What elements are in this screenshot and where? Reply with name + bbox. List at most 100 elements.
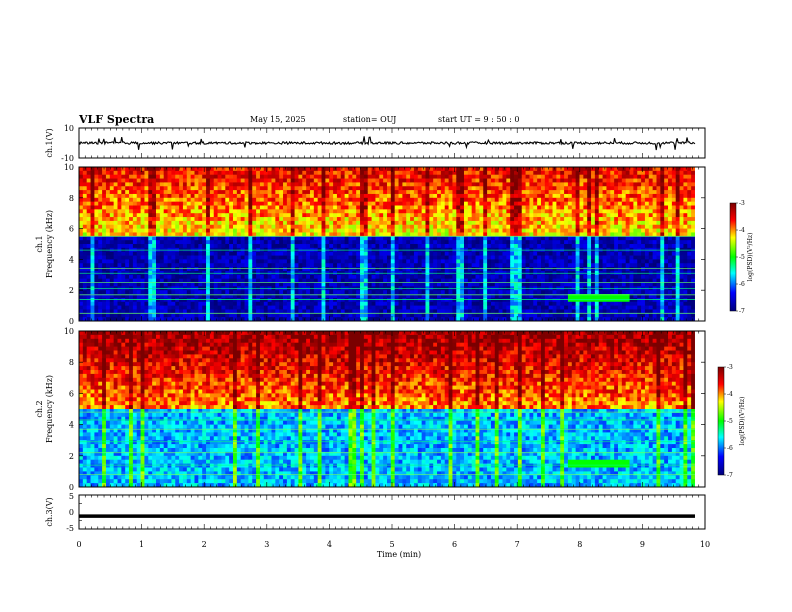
ch1-spectrogram-cell — [259, 297, 265, 303]
ch1-spectrogram-cell — [383, 197, 388, 203]
ch1-spectrogram-cell — [371, 290, 376, 295]
ch1-spectrogram-cell — [456, 290, 461, 295]
ch1-spectrogram-cell — [552, 205, 557, 210]
ch1-spectrogram-cell — [348, 217, 353, 222]
ch1-spectrogram-cell — [283, 267, 288, 272]
ch1-spectrogram-cell — [540, 224, 546, 229]
ch1-spectrogram-cell — [386, 220, 392, 226]
ch1-spectrogram-cell — [267, 232, 272, 237]
ch1-spectrogram-cell — [421, 294, 426, 299]
ch1-spectrogram-cell — [348, 313, 353, 318]
ch1-spectrogram-cell — [290, 186, 295, 191]
ch1-spectrogram-cell — [298, 267, 303, 272]
ch1-spectrogram-cell — [544, 251, 550, 256]
ch1-spectrogram-cell — [525, 182, 530, 187]
ch1-spectrogram-cell — [425, 278, 430, 283]
ch1-spectrogram-cell — [517, 255, 523, 260]
ch1-spectrogram-cell — [479, 282, 484, 287]
ch1-spectrogram-cell — [240, 290, 245, 295]
ch1-spectrogram-cell — [456, 190, 461, 195]
ch1-spectrogram-cell — [267, 220, 272, 226]
ch1-spectrogram-cell — [440, 236, 446, 241]
ch1-spectrogram-cell — [437, 274, 442, 280]
ch1-spectrogram-cell — [290, 220, 295, 226]
ch1-spectrogram-cell — [444, 274, 449, 280]
ch1-spectrogram-cell — [444, 294, 449, 299]
ch1-spectrogram-cell — [483, 244, 488, 249]
ch1-spectrogram-cell — [379, 240, 384, 245]
ch1-spectrogram-cell — [487, 186, 492, 191]
ch1-spectrogram-cell — [229, 309, 234, 314]
ch1-spectrogram-cell — [475, 186, 480, 191]
ch1-spectrogram-cell — [448, 201, 453, 206]
ch1-spectrogram-cell — [425, 267, 430, 272]
ch1-spectrogram-cell — [413, 309, 419, 314]
ch1-spectrogram-cell — [129, 209, 134, 214]
ch1-spectrogram-cell — [306, 290, 311, 295]
ch1-spectrogram-cell — [79, 209, 84, 214]
ch1-spectrogram-cell — [294, 274, 299, 280]
ch1-spectrogram-cell — [306, 263, 311, 268]
ch1-spectrogram-cell — [487, 182, 492, 187]
ch1-spectrogram-cell — [386, 217, 392, 222]
ch1-spectrogram-cell — [479, 193, 484, 199]
ch1-spectrogram-cell — [379, 217, 384, 222]
ch1-spectrogram-cell — [90, 255, 95, 260]
ch1-spectrogram-cell — [413, 209, 419, 214]
ch1-spectrogram-cell — [552, 174, 557, 179]
ch1-spectrogram-cell — [309, 193, 315, 199]
ch1-spectrogram-cell — [529, 255, 534, 260]
ch1-spectrogram-cell — [148, 205, 153, 210]
ch1-spectrogram-cell — [425, 224, 430, 229]
ch1-spectrogram-cell — [463, 170, 469, 176]
ch1-spectrogram-cell — [367, 305, 372, 310]
ch1-spectrogram-cell — [309, 201, 315, 206]
ch1-spectrogram-cell — [283, 170, 288, 176]
ch1-spectrogram-cell — [206, 274, 211, 280]
ch1-spectrogram-cell — [121, 274, 126, 280]
ch1-spectrogram-cell — [298, 294, 303, 299]
ch1-spectrogram-cell — [410, 259, 415, 264]
ch1-spectrogram-cell — [229, 201, 234, 206]
ch1-spectrogram-cell — [379, 201, 384, 206]
ch1-spectrogram-cell — [398, 182, 403, 187]
ch1-spectrogram-cell — [471, 290, 476, 295]
ch1-spectrogram-cell — [421, 232, 426, 237]
ch1-spectrogram-cell — [79, 294, 84, 299]
ch1-spectrogram-cell — [517, 167, 523, 172]
ch1-spectrogram-cell — [344, 170, 349, 176]
ch1-spectrogram-cell — [90, 182, 95, 187]
ch1-spectrogram-cell — [398, 294, 403, 299]
ch1-spectrogram-cell — [440, 309, 446, 314]
ch1-spectrogram-cell — [336, 259, 342, 264]
ch1-spectrogram-cell — [82, 282, 88, 287]
ch1-spectrogram-cell — [479, 190, 484, 195]
ch1-spectrogram-cell — [256, 240, 261, 245]
ch1-spectrogram-cell — [248, 294, 253, 299]
ch1-spectrogram-cell — [336, 174, 342, 179]
ch1-spectrogram-cell — [440, 317, 446, 322]
ch1-spectrogram-cell — [198, 197, 203, 203]
ch1-spectrogram-cell — [163, 282, 168, 287]
ch1-spectrogram-cell — [298, 213, 303, 218]
ch1-spectrogram-cell — [321, 220, 326, 226]
ch1-spectrogram-cell — [102, 201, 107, 206]
start-ut-label: start UT = 9 : 50 : 0 — [438, 115, 519, 124]
ch1-spectrogram-cell — [352, 255, 357, 260]
ch1-spectrogram-cell — [102, 182, 107, 187]
ch1-spectrogram-cell — [271, 220, 276, 226]
ch1-spectrogram-cell — [471, 232, 476, 237]
ch1-spectrogram-cell — [479, 170, 484, 176]
ch1-spectrogram-cell — [456, 224, 461, 229]
ch1-spectrogram-cell — [294, 186, 299, 191]
ch1-spectrogram-cell — [256, 205, 261, 210]
ch1-spectrogram-cell — [444, 170, 449, 176]
ch1-spectrogram-cell — [329, 282, 334, 287]
ch1-spectrogram-cell — [502, 255, 507, 260]
ch1-spectrogram-cell — [460, 267, 465, 272]
ch1-spectrogram-cell — [202, 236, 207, 241]
ch1-spectrogram-cell — [121, 213, 126, 218]
ch1-spectrogram-cell — [321, 317, 326, 322]
ch1-spectrogram-cell — [267, 305, 272, 310]
ch1-spectrogram-cell — [533, 282, 538, 287]
